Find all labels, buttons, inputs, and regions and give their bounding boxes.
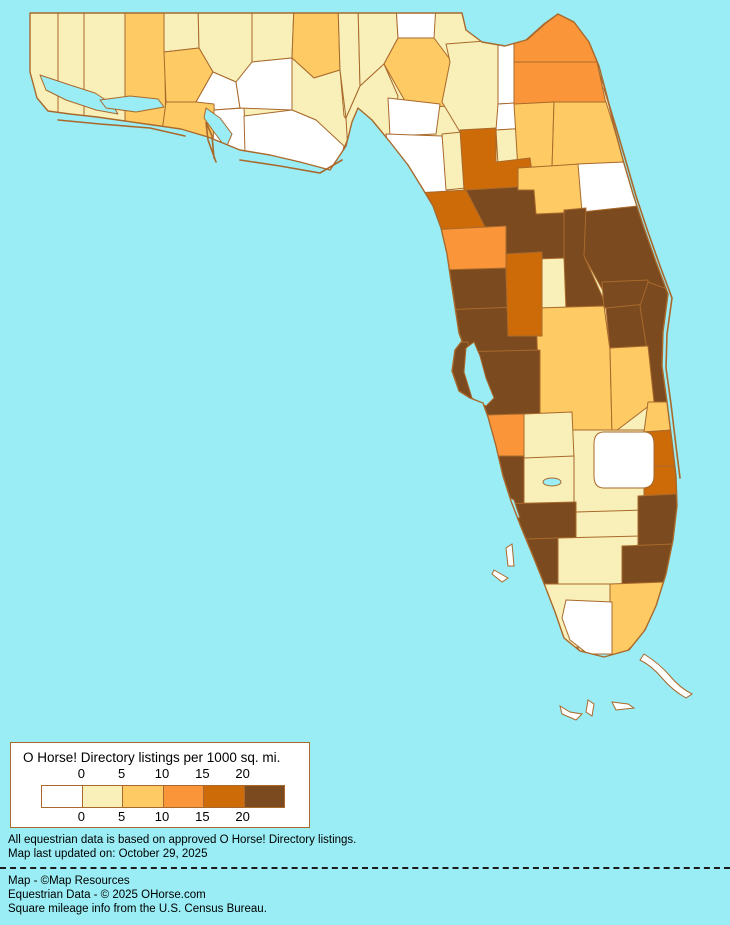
pine-island	[505, 543, 515, 567]
county-alachua	[459, 127, 535, 191]
county-holmes	[163, 13, 200, 53]
east-coast-lagoon	[603, 87, 681, 479]
county-hernando	[435, 267, 509, 313]
credit-census: Square mileage info from the U.S. Census…	[8, 903, 267, 915]
legend-tick: 10	[154, 809, 170, 824]
st-joseph-spit	[205, 121, 217, 163]
county-citrus	[427, 225, 507, 275]
data-note: All equestrian data is based on approved…	[8, 834, 357, 846]
legend-swatch-c2	[122, 786, 163, 807]
key-island-2	[585, 699, 595, 717]
choctawhatchee-bay	[99, 95, 165, 113]
upper-keys	[639, 653, 693, 699]
legend-tick: 5	[118, 766, 126, 781]
county-liberty	[235, 57, 293, 111]
legend-swatch-c1	[81, 786, 122, 807]
county-sarasota	[447, 455, 525, 507]
legend-swatch-c3	[162, 786, 203, 807]
county-palm-beach	[637, 493, 677, 547]
legend-tick: 20	[235, 809, 250, 824]
legend-tick: 15	[195, 809, 210, 824]
county-miami-dade	[609, 581, 667, 657]
county-monroe	[561, 599, 613, 655]
key-island-1	[559, 704, 584, 721]
legend-bar	[41, 785, 285, 808]
legend-ticks-bottom: 0 5 10 15 20	[11, 809, 309, 825]
county-layer	[30, 13, 677, 657]
county-sumter	[505, 251, 543, 337]
county-walton	[124, 13, 167, 141]
county-escambia	[30, 13, 59, 141]
county-hardee	[523, 411, 575, 459]
legend-tick: 0	[77, 766, 85, 781]
county-manatee	[449, 413, 525, 459]
legend: O Horse! Directory listings per 1000 sq.…	[10, 742, 310, 828]
credit-map: Map - ©Map Resources	[8, 875, 130, 887]
legend-ticks-top: 0 5 10 15 20	[11, 766, 309, 782]
sanibel-island	[491, 569, 509, 583]
legend-tick: 20	[235, 766, 250, 781]
apalachicola-barrier	[239, 159, 343, 174]
county-st-johns	[551, 101, 625, 169]
legend-swatch-c5	[243, 786, 284, 807]
florida-coastline	[29, 12, 678, 658]
legend-title: O Horse! Directory listings per 1000 sq.…	[23, 750, 281, 765]
county-broward	[621, 543, 675, 585]
legend-swatch-c4	[203, 786, 244, 807]
legend-tick: 10	[154, 766, 170, 781]
legend-tick: 0	[77, 809, 85, 824]
county-nassau	[513, 13, 598, 63]
credit-data: Equestrian Data - © 2025 OHorse.com	[8, 889, 206, 901]
updated-note: Map last updated on: October 29, 2025	[8, 848, 208, 860]
legend-swatch-c0	[42, 786, 82, 807]
dashed-separator	[0, 867, 730, 869]
county-okeechobee	[593, 431, 655, 489]
legend-tick: 5	[118, 809, 126, 824]
key-island-3	[611, 701, 636, 711]
county-hamilton	[395, 13, 437, 39]
florida-county-map	[29, 12, 693, 721]
county-charlotte	[493, 501, 577, 543]
legend-tick: 15	[195, 766, 210, 781]
county-lafayette	[387, 97, 441, 137]
county-dixie	[385, 133, 449, 197]
santa-rosa-island	[57, 119, 186, 137]
tampa-bay	[463, 341, 495, 407]
pensacola-bay	[39, 74, 119, 115]
lake-istokpoga	[542, 477, 562, 487]
county-duval	[513, 61, 607, 105]
